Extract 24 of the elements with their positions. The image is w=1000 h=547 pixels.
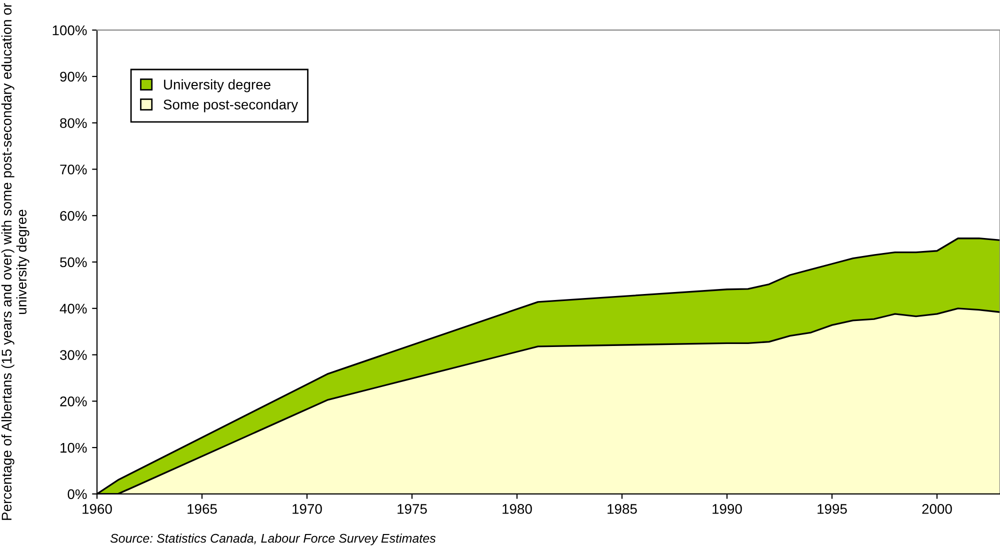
- y-tick-label: 80%: [60, 118, 87, 128]
- y-tick-label: 60%: [60, 210, 87, 221]
- y-tick-label: 100%: [52, 25, 87, 36]
- source-note: Source: Statistics Canada, Labour Force Survey Estimates: [110, 534, 436, 546]
- x-tick-label: 1960: [82, 504, 112, 514]
- x-tick-label: 1975: [398, 504, 427, 514]
- y-tick-label: 70%: [60, 164, 87, 174]
- y-axis-title: Percentage of Albertans (15 years and over) with some post-secondary education or university degree: [1, 3, 30, 520]
- y-tick-label: 50%: [60, 257, 87, 268]
- y-tick-label: 90%: [60, 72, 87, 82]
- y-tick-label: 20%: [60, 396, 87, 406]
- legend-label: University degree: [164, 79, 270, 92]
- x-tick-label: 2000: [922, 504, 952, 514]
- y-tick-label: 30%: [60, 350, 87, 360]
- legend-label: Some post-secondary: [164, 99, 298, 112]
- y-tick-label: 0%: [68, 489, 87, 500]
- x-tick-label: 1965: [188, 504, 217, 514]
- x-tick-label: 1990: [712, 504, 742, 514]
- y-tick-label: 10%: [60, 442, 87, 453]
- x-tick-label: 1970: [292, 504, 322, 514]
- x-tick-label: 1980: [502, 504, 532, 514]
- y-tick-label: 40%: [60, 304, 87, 314]
- x-tick-label: 1985: [608, 504, 637, 514]
- x-tick-label: 1995: [818, 504, 847, 514]
